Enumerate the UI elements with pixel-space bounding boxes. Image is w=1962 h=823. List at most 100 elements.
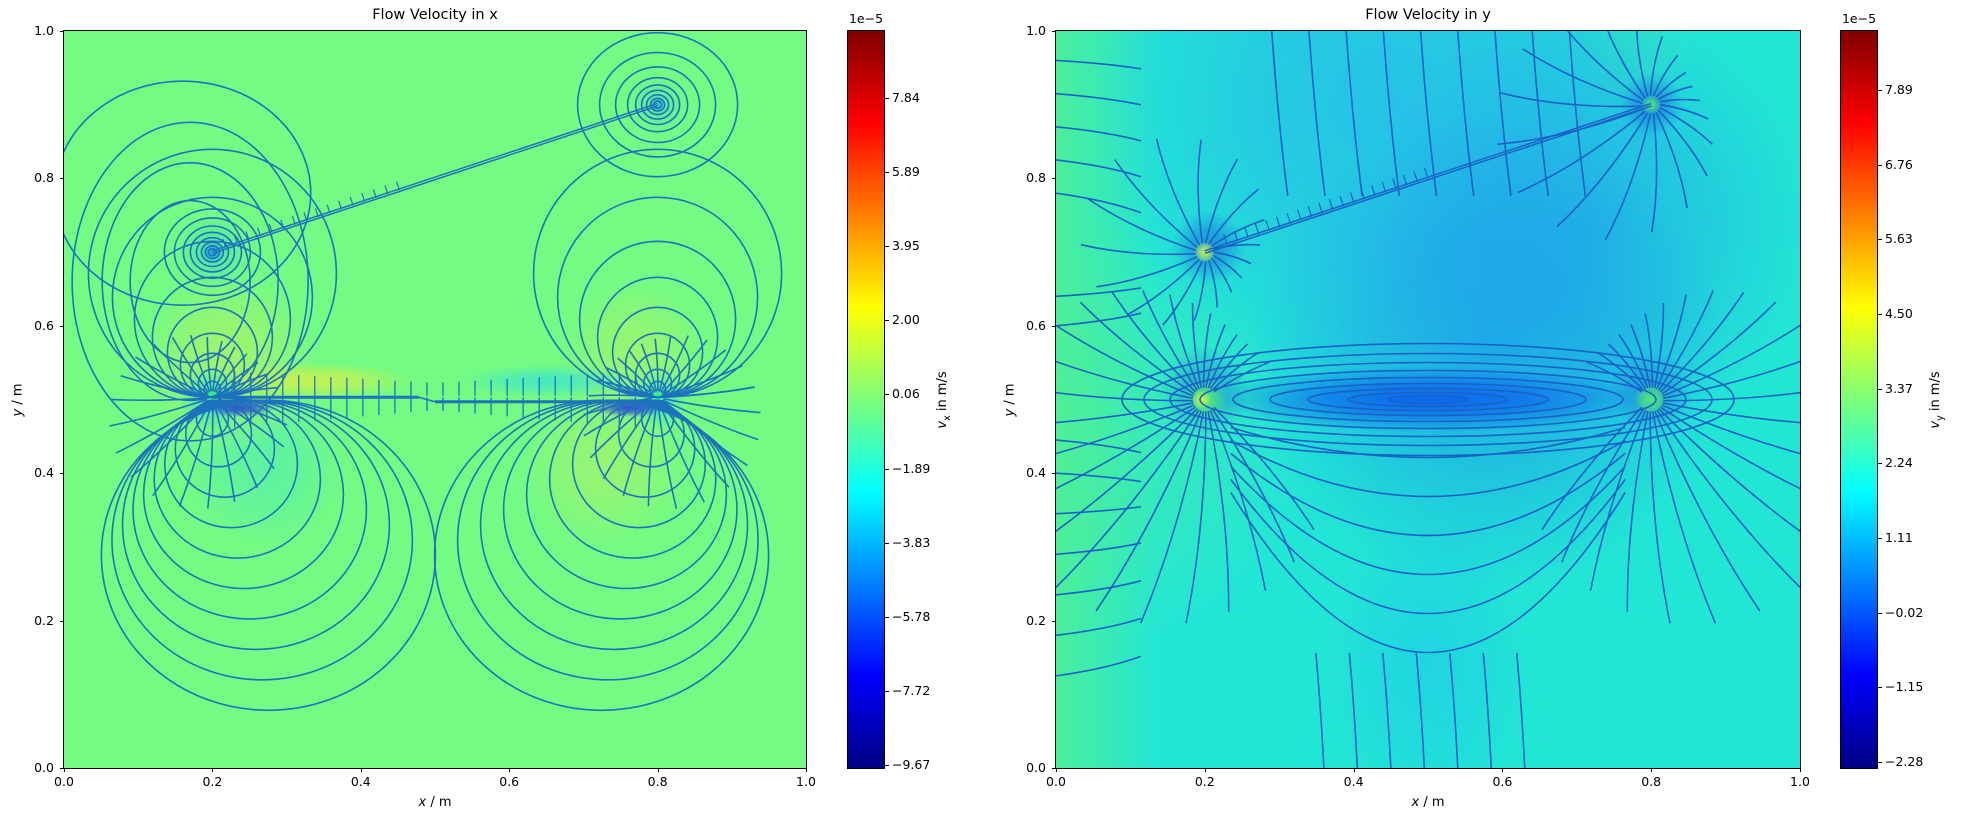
colorbar-tick-mark (1878, 463, 1882, 465)
colorbar-tick-mark (1878, 612, 1882, 614)
contour-plot-y (1055, 30, 1801, 769)
x-tick-mark (64, 768, 65, 772)
colorbar-y (1840, 30, 1878, 769)
colorbar-tick-label: −3.83 (892, 534, 931, 550)
contour-lines-y (1056, 31, 1800, 768)
colorbar-scale-x: 1e−5 (848, 11, 884, 26)
y-tick-mark (1052, 768, 1056, 769)
y-tick-label: 1.0 (34, 23, 54, 38)
colorbar-tick-label: −1.15 (1885, 679, 1924, 695)
x-tick-label: 0.6 (499, 774, 520, 789)
x-tick-mark (806, 768, 807, 772)
x-axis-var: x (418, 795, 427, 810)
y-axis-var: y (1002, 408, 1018, 417)
x-tick-label: 0.2 (1194, 774, 1215, 789)
x-tick-mark (1651, 768, 1653, 772)
x-tick-mark (657, 768, 659, 772)
x-tick-mark (509, 768, 511, 772)
x-tick-label: 0.0 (1046, 774, 1066, 789)
colorbar-tick-mark (1878, 687, 1882, 689)
y-tick-mark (60, 178, 64, 180)
x-tick-label: 0.0 (54, 774, 74, 789)
colorbar-tick-label: 3.95 (892, 238, 920, 254)
y-tick-mark (1052, 178, 1056, 180)
x-tick-mark (360, 768, 362, 772)
x-axis-label-x: x / m (418, 795, 451, 810)
colorbar-tick-mark (885, 172, 889, 174)
colorbar-tick-label: 4.50 (1885, 305, 1913, 321)
x-tick-mark (1800, 768, 1801, 772)
x-tick-label: 0.6 (1492, 774, 1513, 789)
x-axis-label-y: x / m (1411, 795, 1444, 810)
y-tick-mark (60, 620, 64, 622)
colorbar-tick-label: 5.89 (892, 164, 920, 180)
colorbar-tick-mark (885, 542, 889, 544)
x-tick-label: 0.4 (350, 774, 371, 789)
colorbar-tick-label: 1.11 (1885, 529, 1913, 545)
colorbar-tick-mark (885, 468, 889, 470)
y-tick-mark (60, 473, 64, 475)
colorbar-tick-mark (885, 98, 889, 100)
colorbar-label-var: v (1928, 420, 1944, 429)
y-tick-label: 0.4 (34, 465, 54, 481)
colorbar-tick-label: 3.37 (1885, 380, 1913, 396)
x-tick-label: 0.4 (1343, 774, 1364, 789)
colorbar-tick-label: 0.06 (892, 386, 920, 402)
colorbar-tick-label: −0.02 (1885, 604, 1924, 620)
colorbar-tick-label: 5.63 (1885, 231, 1913, 247)
y-tick-label: 0.4 (1026, 465, 1046, 481)
y-axis-unit: / m (1002, 382, 1018, 409)
colorbar-tick-mark (885, 320, 889, 322)
colorbar-tick-mark (885, 690, 889, 692)
colorbar-tick-label: −7.72 (892, 682, 931, 698)
y-tick-label: 0.2 (34, 612, 54, 628)
y-tick-mark (1052, 473, 1056, 475)
x-tick-mark (1056, 768, 1057, 772)
colorbar-tick-label: −2.28 (1885, 754, 1924, 770)
x-axis-var: x (1411, 795, 1420, 810)
colorbar-tick-label: 6.76 (1885, 156, 1913, 172)
y-tick-mark (1052, 31, 1056, 32)
x-tick-mark (1204, 768, 1206, 772)
x-axis-unit: / m (426, 795, 452, 810)
x-tick-label: 1.0 (796, 774, 816, 789)
colorbar-tick-label: −9.67 (892, 756, 931, 772)
x-tick-label: 0.2 (202, 774, 223, 789)
plot-title-y: Flow Velocity in y (1365, 7, 1491, 23)
y-tick-label: 0.6 (1026, 317, 1046, 333)
colorbar-tick-label: −1.89 (892, 460, 931, 476)
x-tick-mark (1502, 768, 1504, 772)
y-tick-mark (1052, 325, 1056, 327)
y-tick-mark (60, 31, 64, 32)
colorbar-tick-mark (1878, 239, 1882, 241)
contour-lines-x (64, 31, 783, 712)
y-tick-label: 0.8 (34, 170, 54, 186)
colorbar-tick-mark (885, 394, 889, 396)
x-tick-label: 1.0 (1790, 774, 1810, 789)
y-tick-label: 0.8 (1026, 170, 1046, 186)
colorbar-tick-mark (1878, 89, 1882, 91)
x-tick-mark (212, 768, 214, 772)
contour-plot-x (63, 30, 807, 769)
colorbar-tick-mark (1878, 164, 1882, 166)
colorbar-label-sub: y (1934, 414, 1946, 421)
colorbar-tick-mark (1878, 388, 1882, 390)
colorbar-scale-y: 1e−5 (1841, 11, 1877, 26)
y-tick-label: 1.0 (1026, 23, 1046, 38)
colorbar-x (847, 30, 885, 769)
x-axis-unit: / m (1419, 795, 1445, 810)
x-tick-label: 0.8 (647, 774, 668, 789)
x-tick-mark (1353, 768, 1355, 772)
colorbar-tick-label: 2.24 (1885, 455, 1913, 471)
y-tick-mark (60, 768, 64, 769)
y-tick-mark (1052, 620, 1056, 622)
plot-title-x: Flow Velocity in x (372, 7, 498, 23)
colorbar-tick-label: 7.84 (892, 90, 920, 106)
colorbar-tick-mark (1878, 313, 1882, 315)
y-tick-label: 0.0 (34, 760, 54, 775)
colorbar-tick-mark (885, 764, 889, 766)
x-tick-label: 0.8 (1641, 774, 1662, 789)
